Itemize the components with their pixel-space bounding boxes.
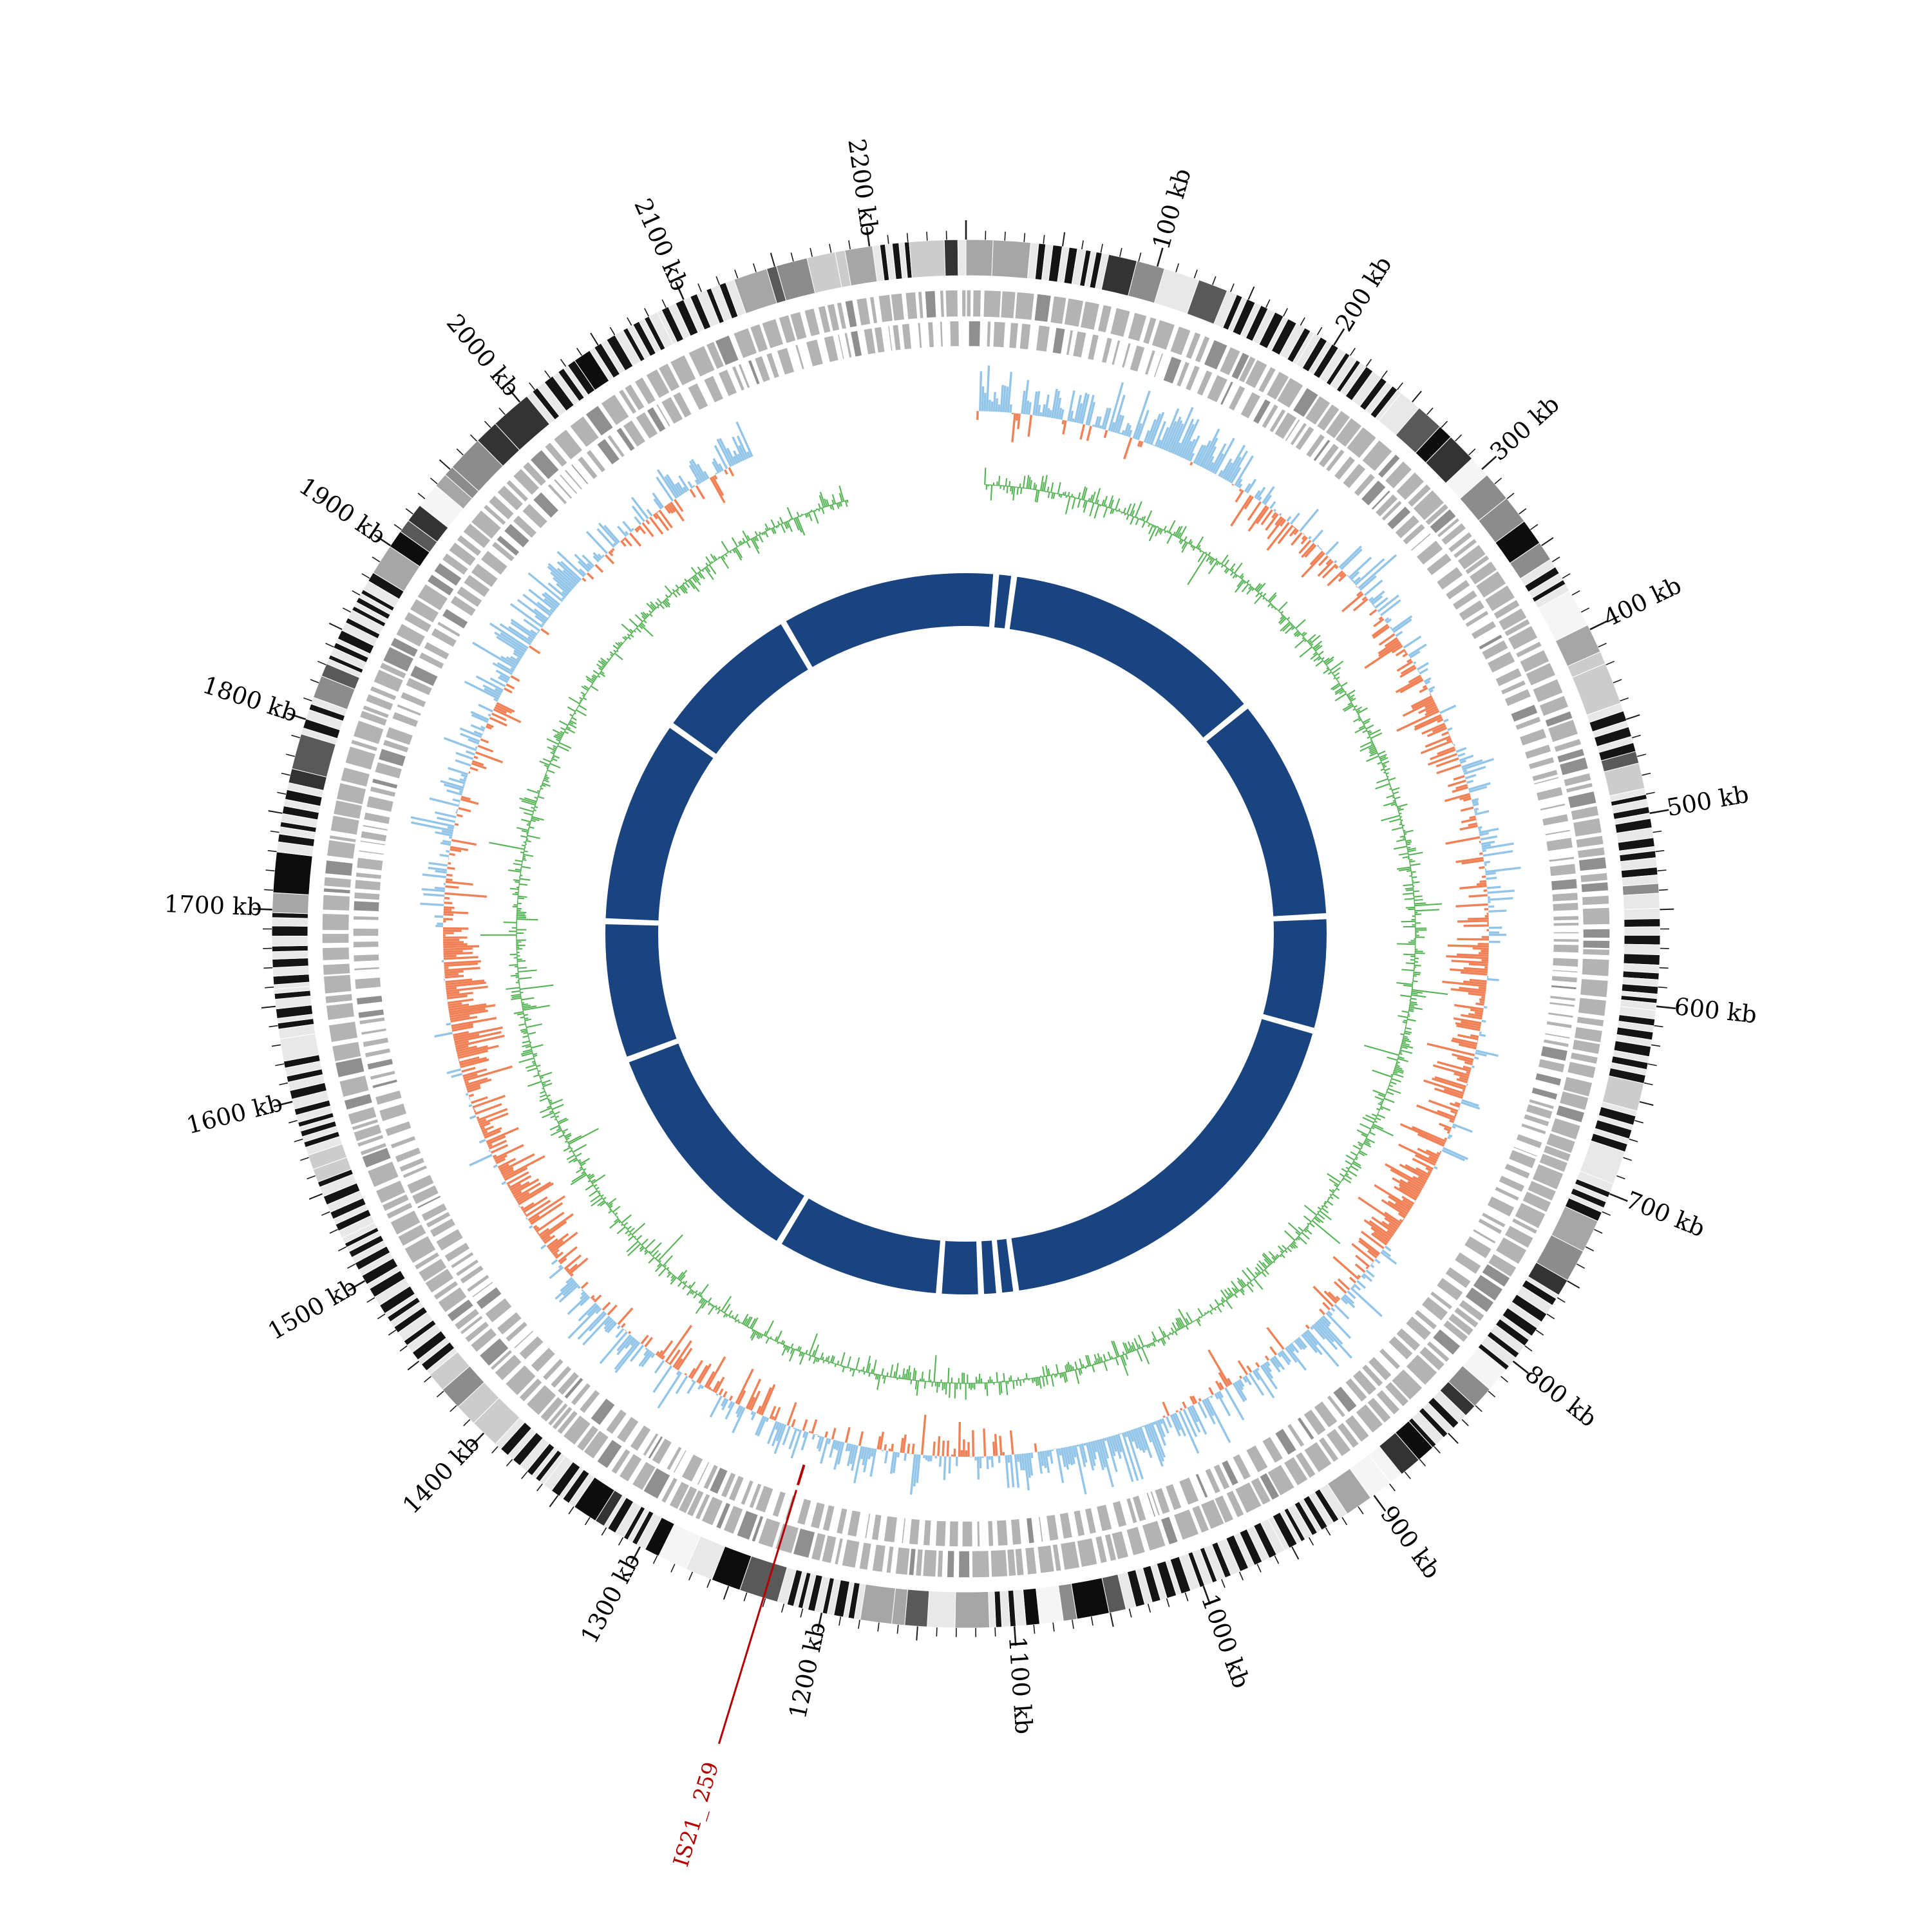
ideogram-ring (271, 239, 1661, 1629)
gc-content-ring (480, 468, 1448, 1400)
tick-label-900kb: 900 kb (1375, 1501, 1446, 1584)
tick-label-400kb: 400 kb (1599, 571, 1685, 632)
tick-label-200kb: 200 kb (1330, 251, 1397, 336)
tick-label-700kb: 700 kb (1622, 1186, 1709, 1243)
tick-marks (252, 220, 1676, 1646)
contigs-ring (605, 573, 1327, 1295)
tick-labels: 100 kb 200 kb 300 kb 400 kb 500 kb 600 kb 700 … (164, 137, 1758, 1736)
annotation-label-is21: IS21_ 259 (668, 1759, 724, 1870)
tick-label-1200kb: 1200 kb (784, 1620, 831, 1721)
tick-label-2100kb: 2100 kb (629, 194, 694, 295)
tick-label-600kb: 600 kb (1673, 992, 1758, 1028)
tick-label-1700kb: 1700 kb (164, 890, 262, 921)
tick-label-1400kb: 1400 kb (397, 1430, 486, 1519)
gc-skew-ring (410, 365, 1521, 1495)
tick-label-500kb: 500 kb (1665, 781, 1751, 822)
tick-label-300kb: 300 kb (1484, 390, 1564, 466)
tick-label-2000kb: 2000 kb (441, 309, 526, 402)
tick-label-1800kb: 1800 kb (199, 671, 301, 728)
tick-label-1900kb: 1900 kb (294, 472, 391, 550)
tick-label-100kb: 100 kb (1147, 166, 1197, 252)
tick-label-1600kb: 1600 kb (184, 1089, 285, 1140)
genes-reverse-ring (352, 320, 1580, 1548)
tick-label-1500kb: 1500 kb (263, 1273, 362, 1345)
tick-label-1300kb: 1300 kb (575, 1548, 645, 1647)
tick-label-2200kb: 2200 kb (842, 137, 884, 238)
genes-forward-ring (321, 289, 1611, 1578)
tick-label-1000kb: 1000 kb (1196, 1591, 1255, 1692)
tick-label-800kb: 800 kb (1520, 1359, 1602, 1432)
tick-label-1100kb: 1100 kb (1003, 1636, 1038, 1736)
